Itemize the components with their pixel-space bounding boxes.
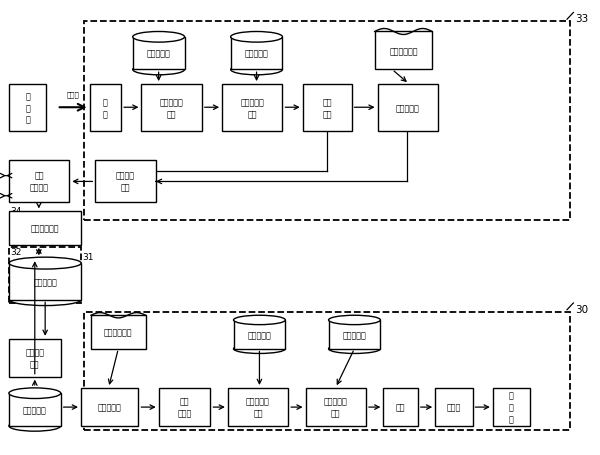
FancyBboxPatch shape [374, 32, 432, 71]
Text: 34: 34 [11, 206, 22, 215]
Ellipse shape [9, 294, 81, 306]
Text: 人脸对齐与
定位: 人脸对齐与 定位 [246, 397, 270, 417]
FancyBboxPatch shape [302, 85, 352, 131]
FancyBboxPatch shape [133, 38, 185, 71]
FancyBboxPatch shape [383, 388, 418, 426]
FancyBboxPatch shape [9, 212, 81, 245]
Ellipse shape [233, 344, 286, 354]
Text: 摄
像
头: 摄 像 头 [509, 391, 514, 423]
Ellipse shape [233, 316, 286, 325]
Text: 滤波: 滤波 [396, 403, 406, 411]
Ellipse shape [329, 316, 380, 325]
Text: 人脸对齐与
矫位: 人脸对齐与 矫位 [241, 98, 264, 119]
Ellipse shape [133, 65, 185, 76]
Text: 图像流: 图像流 [67, 91, 80, 98]
FancyBboxPatch shape [233, 320, 286, 349]
FancyBboxPatch shape [9, 393, 61, 426]
FancyBboxPatch shape [9, 161, 70, 203]
Ellipse shape [9, 420, 61, 431]
FancyBboxPatch shape [435, 388, 473, 426]
Text: 图像流: 图像流 [447, 403, 461, 411]
Text: 30: 30 [575, 304, 588, 314]
Text: 人脸
规范: 人脸 规范 [322, 98, 332, 119]
Text: 32: 32 [11, 248, 22, 257]
Text: 滤
波: 滤 波 [103, 98, 108, 119]
Ellipse shape [230, 32, 283, 43]
Text: 人脸几何结构: 人脸几何结构 [104, 328, 133, 337]
Text: 表情特征
提取: 表情特征 提取 [25, 348, 44, 368]
Text: 人脸检测器: 人脸检测器 [343, 330, 367, 339]
FancyBboxPatch shape [230, 38, 283, 71]
FancyBboxPatch shape [222, 85, 283, 131]
Text: 人脸几何结构: 人脸几何结构 [389, 47, 418, 56]
Text: 人眼检测器: 人眼检测器 [245, 50, 268, 59]
FancyBboxPatch shape [305, 388, 366, 426]
Text: 特征重建模块: 特征重建模块 [31, 224, 59, 233]
Ellipse shape [9, 388, 61, 399]
FancyBboxPatch shape [81, 388, 139, 426]
Text: 表情特征
提取: 表情特征 提取 [116, 172, 135, 192]
Text: 表情区定位: 表情区定位 [396, 104, 419, 113]
Text: 表情特征库: 表情特征库 [33, 277, 57, 286]
Ellipse shape [329, 344, 380, 354]
FancyBboxPatch shape [329, 320, 380, 349]
FancyBboxPatch shape [493, 388, 530, 426]
Ellipse shape [133, 32, 185, 43]
Ellipse shape [9, 258, 81, 269]
FancyBboxPatch shape [158, 388, 211, 426]
Text: 人脸分割与
定位: 人脸分割与 定位 [160, 98, 184, 119]
FancyBboxPatch shape [9, 85, 46, 131]
FancyBboxPatch shape [228, 388, 288, 426]
Text: 表情
识别模块: 表情 识别模块 [29, 172, 49, 192]
FancyBboxPatch shape [142, 85, 202, 131]
FancyBboxPatch shape [95, 161, 156, 203]
Text: 人脸表情库: 人脸表情库 [23, 405, 47, 414]
Text: 表情区定位: 表情区定位 [98, 403, 122, 411]
FancyBboxPatch shape [91, 316, 146, 349]
FancyBboxPatch shape [89, 85, 121, 131]
Text: 33: 33 [575, 15, 589, 24]
Text: 人脸
规范化: 人脸 规范化 [178, 397, 191, 417]
Text: 人脸检测器: 人脸检测器 [147, 50, 170, 59]
FancyBboxPatch shape [9, 263, 81, 300]
Ellipse shape [230, 65, 283, 76]
FancyBboxPatch shape [377, 85, 438, 131]
Text: 31: 31 [83, 252, 94, 261]
Text: 人眼检测器: 人眼检测器 [248, 330, 271, 339]
Text: 摄
像
头: 摄 像 头 [25, 92, 30, 125]
FancyBboxPatch shape [9, 339, 61, 377]
Text: 人脸检测与
定位: 人脸检测与 定位 [324, 397, 347, 417]
